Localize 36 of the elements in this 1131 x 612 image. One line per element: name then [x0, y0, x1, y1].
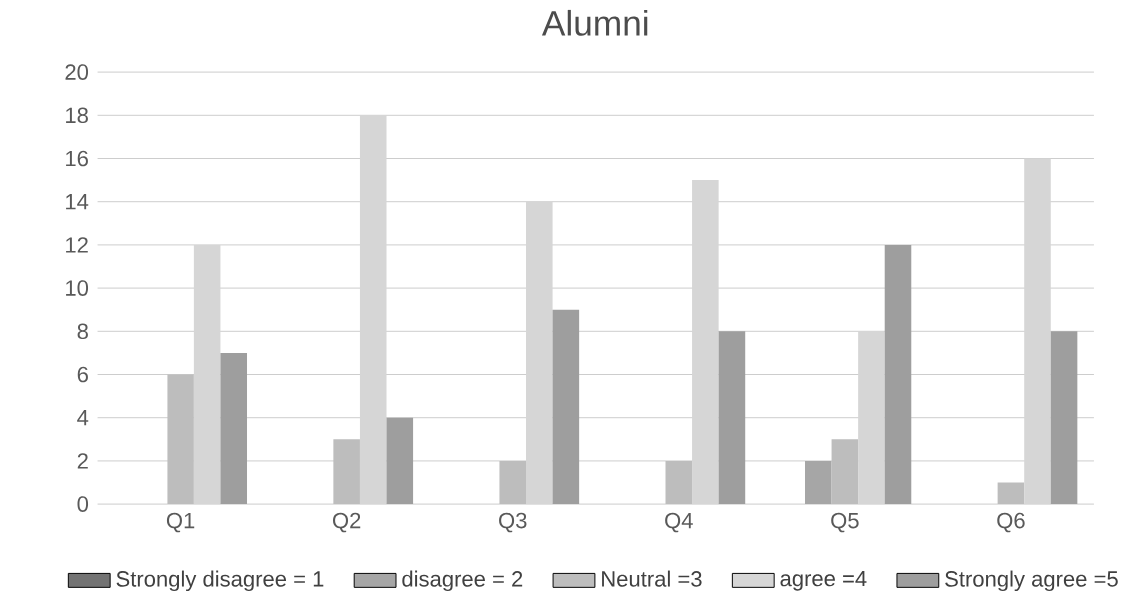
- legend-label: Strongly disagree = 1: [116, 570, 324, 592]
- bar: [333, 439, 360, 505]
- legend-label: Neutral =3: [602, 570, 702, 587]
- y-tick-label: 12: [66, 237, 88, 253]
- bar: [499, 460, 527, 505]
- x-tick-label: Q2: [332, 512, 361, 533]
- y-tick-label: 16: [66, 150, 88, 167]
- bar: [552, 309, 580, 505]
- y-tick-label: 0: [77, 496, 89, 512]
- x-tick-label: Q1: [166, 512, 195, 533]
- bar: [805, 460, 832, 505]
- bar: [386, 417, 414, 505]
- bar: [665, 460, 693, 505]
- y-tick-label: 10: [66, 280, 89, 296]
- chart-title: Alumni: [541, 9, 648, 36]
- x-tick-label: Q5: [831, 512, 859, 533]
- legend-label: disagree = 2: [402, 570, 523, 592]
- legend-label: Strongly agree =5: [945, 570, 1118, 592]
- y-tick-label: 20: [65, 64, 89, 80]
- y-tick-label: 6: [77, 366, 88, 383]
- x-tick-label: Q4: [665, 512, 693, 533]
- bar: [997, 482, 1025, 505]
- bar: [884, 244, 912, 505]
- y-tick-label: 2: [77, 453, 88, 469]
- bar: [220, 352, 248, 505]
- x-tick-label: Q6: [997, 512, 1025, 533]
- bar: [831, 439, 859, 505]
- y-tick-label: 14: [66, 194, 89, 210]
- y-tick-label: 18: [66, 107, 88, 124]
- x-tick-label: Q3: [499, 512, 527, 533]
- bar: [718, 331, 746, 505]
- bar: [1050, 331, 1078, 505]
- bar: [167, 374, 194, 505]
- y-tick-label: 4: [77, 410, 89, 426]
- legend-label: agree =4: [780, 570, 867, 591]
- y-tick-label: 8: [77, 323, 88, 340]
